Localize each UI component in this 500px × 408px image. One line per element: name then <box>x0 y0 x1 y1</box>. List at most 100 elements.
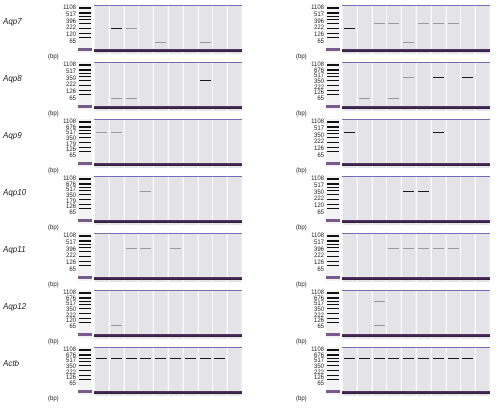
ladder-band <box>79 354 91 356</box>
gel-band <box>111 28 122 29</box>
ladder-floor <box>326 48 340 51</box>
lane-separator <box>138 63 139 111</box>
ladder-band <box>79 244 91 245</box>
lane-separator <box>138 120 139 168</box>
unit-label: (bp) <box>48 396 59 402</box>
ladder-floor <box>78 333 92 336</box>
size-marker: 126 <box>313 146 324 152</box>
gel-band <box>126 358 137 359</box>
gel-lane <box>228 6 241 54</box>
ladder-band <box>79 94 91 95</box>
lane-separator <box>446 234 447 282</box>
gel-band <box>403 191 414 192</box>
lane-separator <box>460 177 461 225</box>
ladder-band <box>327 308 339 309</box>
size-marker: 126 <box>65 89 76 95</box>
gel-floor-band <box>94 334 242 337</box>
lane-separator <box>401 234 402 282</box>
ladder-band <box>327 301 339 302</box>
lane-separator <box>431 120 432 168</box>
gel-band <box>140 248 151 249</box>
gel-floor-band <box>94 220 242 223</box>
gel-lane <box>358 6 371 54</box>
ladder-band <box>79 292 91 294</box>
size-marker: 222 <box>313 196 324 202</box>
size-marker: 126 <box>313 90 324 96</box>
gel-lane <box>95 348 108 396</box>
ladder-band <box>327 137 339 138</box>
gel-band <box>433 248 444 249</box>
ladder-band <box>327 183 339 185</box>
gel-lane <box>110 6 123 54</box>
ladder-lane <box>78 233 92 281</box>
ladder-band <box>79 147 91 148</box>
ladder-band <box>79 194 91 195</box>
ladder-band <box>79 137 91 138</box>
gel-lane <box>343 120 356 168</box>
lane-separator <box>357 348 358 396</box>
gel-lane <box>417 291 430 339</box>
size-marker: 65 <box>69 39 76 45</box>
gel-lane <box>95 177 108 225</box>
ladder-band <box>79 265 91 266</box>
size-marker: 517 <box>65 301 76 307</box>
size-marker: 1108 <box>63 233 76 239</box>
gel-panel: 1108 676 517 350 179 126 65 (bp) <box>44 176 242 234</box>
lane-separator <box>342 234 343 282</box>
ladder-band <box>327 190 339 191</box>
gel-band <box>200 80 211 81</box>
ladder-band <box>327 349 339 351</box>
size-marker: 676 <box>313 68 324 74</box>
gel-lane <box>447 63 460 111</box>
gel-band <box>388 23 399 24</box>
gel-lane <box>447 348 460 396</box>
lane-separator <box>460 6 461 54</box>
gel-band <box>433 132 444 133</box>
size-marker-list: 1108 517 396 222 126 65 <box>292 233 324 281</box>
ladder-band <box>327 76 339 77</box>
gel-floor-band <box>342 106 490 109</box>
ladder-lane <box>78 176 92 224</box>
gel-lane <box>447 291 460 339</box>
ladder-band <box>327 187 339 188</box>
lane-separator <box>153 6 154 54</box>
size-marker: 222 <box>313 370 324 376</box>
ladder-band <box>79 261 91 262</box>
gel-lane <box>387 177 400 225</box>
lane-separator <box>401 177 402 225</box>
gel-band <box>111 358 122 359</box>
size-marker: 396 <box>313 247 324 253</box>
ladder-band <box>327 256 339 257</box>
gel-band <box>96 132 107 133</box>
unit-label: (bp) <box>48 339 59 345</box>
ladder-band <box>79 235 91 237</box>
lane-separator <box>460 291 461 339</box>
gel-band <box>388 248 399 249</box>
lane-separator <box>416 120 417 168</box>
lane-separator <box>109 63 110 111</box>
ladder-lane <box>326 347 340 395</box>
gel-lane <box>402 6 415 54</box>
lane-separator <box>386 177 387 225</box>
lane-separator <box>168 348 169 396</box>
lane-separator <box>212 348 213 396</box>
gel-lane <box>110 348 123 396</box>
gel-band <box>126 98 137 99</box>
ladder-band <box>79 80 91 81</box>
lane-separator <box>198 120 199 168</box>
gel-panel: 1108 517 350 222 126 65 (bp) <box>292 119 490 177</box>
gel-image <box>94 119 242 168</box>
gel-lane <box>169 177 182 225</box>
lane-separator <box>372 291 373 339</box>
gel-image <box>342 347 490 396</box>
gel-lane <box>387 120 400 168</box>
ladder-band <box>79 37 91 38</box>
ladder-band <box>79 19 91 20</box>
gel-lane <box>169 120 182 168</box>
unit-label: (bp) <box>296 339 307 345</box>
ladder-band <box>79 247 91 248</box>
ladder-band <box>79 370 91 371</box>
ladder-band <box>79 69 91 71</box>
gel-band <box>140 191 151 192</box>
gel-lane <box>125 177 138 225</box>
